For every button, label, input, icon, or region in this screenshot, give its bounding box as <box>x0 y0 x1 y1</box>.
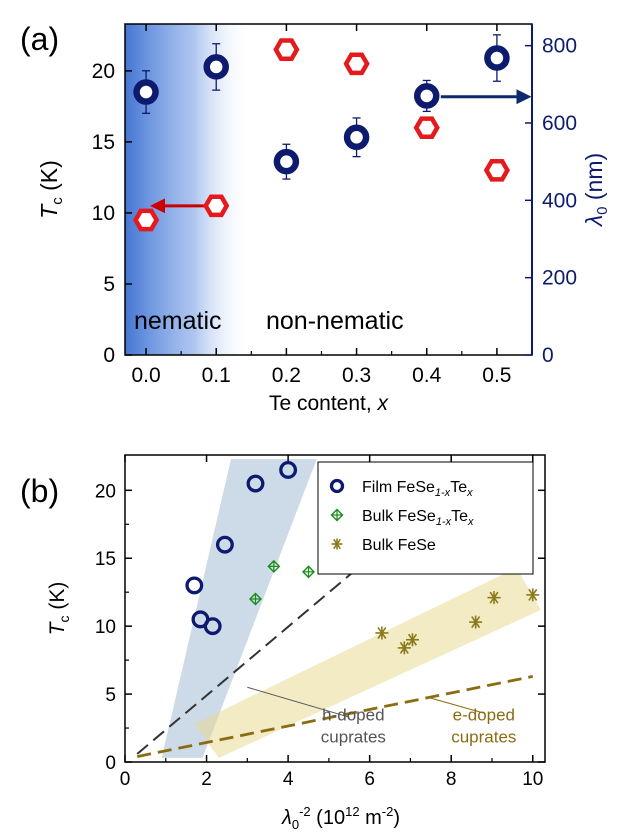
bulk-tellurium-marker <box>330 508 344 522</box>
y-tick-label: 5 <box>105 685 116 706</box>
lambda-circle-marker <box>133 79 159 105</box>
y-tick-label-right: 600 <box>542 112 577 135</box>
y-tick-label-left: 10 <box>92 202 115 225</box>
h-doped-leader <box>247 686 350 718</box>
tc-hexagon-marker <box>343 52 370 76</box>
x-axis-label: λ0-2 (1012 m-2) <box>281 804 400 832</box>
yellow-band <box>194 567 541 758</box>
bulk-fese-marker <box>375 626 389 640</box>
tc-hexagon-marker <box>203 194 230 218</box>
y-tick-label-right: 200 <box>542 267 577 290</box>
legend-box <box>317 461 534 575</box>
y-tick-label: 10 <box>95 617 116 638</box>
y-tick-label-right: 400 <box>542 189 577 212</box>
annotation-non-nematic: non-nematic <box>266 307 404 335</box>
x-tick-label: 8 <box>446 769 457 790</box>
x-tick-label: 0.5 <box>482 364 511 387</box>
bulk-fese-marker <box>487 591 501 605</box>
bulk-fese-marker <box>526 588 540 602</box>
y-tick-label-left: 0 <box>103 344 115 367</box>
bulk-fese-marker <box>397 641 411 655</box>
plot-frame <box>124 454 546 763</box>
film-circle-marker <box>246 474 265 493</box>
blue-band <box>161 459 317 758</box>
bulk-tellurium-marker <box>302 565 315 579</box>
panel-a-label: (a) <box>20 21 59 57</box>
x-tick-label: 2 <box>201 769 212 790</box>
tc-hexagon-marker <box>273 38 300 61</box>
lambda-circle-marker <box>343 124 370 151</box>
h-doped-label: h-doped <box>322 706 384 725</box>
h-doped-label: cuprates <box>321 728 386 747</box>
y-axis-label: Tc (K) <box>46 582 72 636</box>
e-doped-label: cuprates <box>451 728 516 747</box>
x-tick-label: 0.4 <box>412 364 442 387</box>
y-axis-label-left: Tc (K) <box>36 160 66 219</box>
tc-hexagon-marker <box>133 208 160 232</box>
y-tick-label-right: 800 <box>542 35 577 58</box>
bulk-tellurium-marker <box>267 559 281 573</box>
nematic-region <box>125 24 252 355</box>
lambda-circle-marker <box>484 45 510 71</box>
x-axis-label: Te content, x <box>269 392 390 415</box>
bulk-tellurium-marker <box>248 592 262 606</box>
x-tick-label: 0.1 <box>202 364 231 387</box>
panel-b: (b) 0 2 4 6 8 10 0 5 10 15 20 λ0-2 (1012 m-2) Tc (K)… <box>20 454 546 832</box>
e-doped-label: e-doped <box>453 706 515 725</box>
lambda-circle-marker <box>203 54 229 80</box>
x-tick-label: 0.2 <box>272 364 301 387</box>
y-axis-label-right: λ0 (nm) <box>581 153 611 228</box>
y-tick-label: 0 <box>105 753 116 774</box>
film-circle-marker <box>185 576 204 595</box>
y-tick-label: 20 <box>95 481 116 502</box>
bulk-fese-marker <box>331 538 343 550</box>
y-tick-label: 15 <box>95 549 116 570</box>
x-tick-label: 6 <box>364 769 375 790</box>
film-circle-marker <box>215 535 234 554</box>
legend-entry-label: Bulk FeSe1-xTex <box>362 508 474 528</box>
lambda-circle-marker <box>413 83 440 109</box>
y-tick-label-left: 15 <box>92 131 115 154</box>
bulk-fese-marker <box>469 615 483 629</box>
panel-a: (a) 0.0 0.1 0.2 0.3 0.4 0.5051015200200400600… <box>20 21 611 415</box>
e-doped-leader <box>430 697 484 714</box>
h-doped-line <box>136 571 354 755</box>
bulk-fese-marker <box>405 633 419 647</box>
film-circle-marker <box>203 617 222 636</box>
x-tick-label: 0 <box>120 769 131 790</box>
y-tick-label-left: 5 <box>103 273 115 296</box>
film-circle-marker <box>279 460 298 479</box>
film-circle-marker <box>329 478 345 494</box>
x-tick-label: 0.0 <box>131 364 160 387</box>
legend-entry-label: Film FeSe1-xTex <box>362 479 473 499</box>
legend-entry-label: Bulk FeSe <box>362 537 436 554</box>
panel-b-label: (b) <box>20 473 59 509</box>
y-tick-label-right: 0 <box>542 344 554 367</box>
tc-hexagon-marker <box>413 116 440 140</box>
y-tick-label-left: 20 <box>92 60 115 83</box>
x-tick-label: 0.3 <box>342 364 371 387</box>
x-tick-label: 4 <box>283 769 294 790</box>
annotation-nematic: nematic <box>134 307 222 335</box>
tc-hexagon-marker <box>483 158 510 182</box>
x-tick-label: 10 <box>522 769 543 790</box>
lambda-circle-marker <box>273 148 300 175</box>
e-doped-line <box>136 675 534 758</box>
